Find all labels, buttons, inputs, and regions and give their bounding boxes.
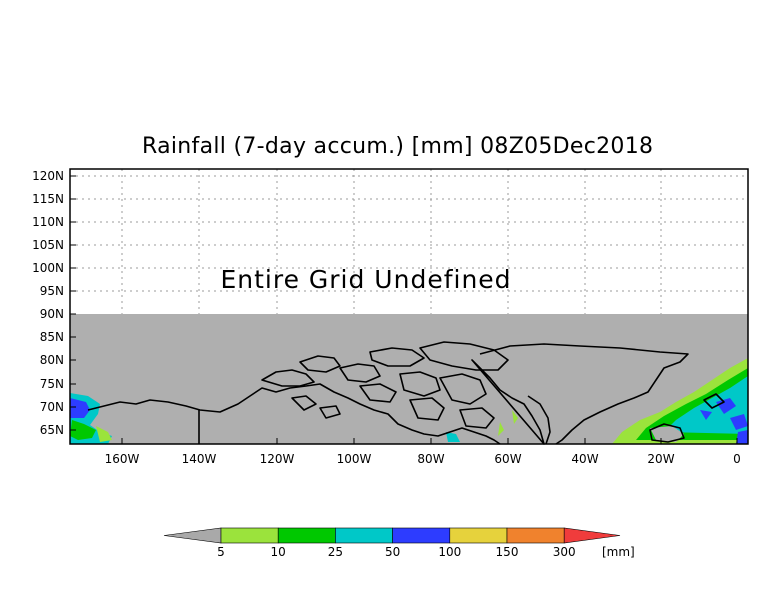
colorbar-label: 150 xyxy=(496,545,519,559)
lat-label: 75N xyxy=(40,377,64,391)
undefined-message: Entire Grid Undefined xyxy=(220,265,511,294)
lat-label: 95N xyxy=(40,284,64,298)
plot-frame xyxy=(69,168,749,445)
lat-label: 80N xyxy=(40,353,64,367)
lat-label: 110N xyxy=(32,215,64,229)
lon-label: 160W xyxy=(105,452,140,466)
rainfall-patches-west xyxy=(70,393,112,444)
rainfall-patches-small xyxy=(446,410,518,442)
lat-label: 105N xyxy=(32,238,64,252)
lat-label: 100N xyxy=(32,261,64,275)
colorbar: 5 10 25 50 100 150 300 [mm] xyxy=(163,527,635,559)
colorbar-segment xyxy=(449,527,508,544)
colorbar-high-triangle xyxy=(563,527,621,544)
lat-label: 115N xyxy=(32,192,64,206)
rainfall-patches-east xyxy=(612,358,748,444)
coastlines xyxy=(87,341,725,445)
grid-lines xyxy=(70,169,748,314)
colorbar-label: 5 xyxy=(217,545,225,559)
gray-data-region xyxy=(70,314,748,444)
lat-label: 70N xyxy=(40,400,64,414)
colorbar-segment xyxy=(506,527,565,544)
lon-label: 60W xyxy=(494,452,521,466)
colorbar-label: 10 xyxy=(271,545,286,559)
colorbar-label: 300 xyxy=(553,545,576,559)
lon-label: 0 xyxy=(733,452,741,466)
colorbar-segment xyxy=(392,527,451,544)
plot-area: Entire Grid Undefined xyxy=(69,168,749,445)
colorbar-low-triangle xyxy=(163,527,222,544)
lat-label: 65N xyxy=(40,423,64,437)
lon-label: 40W xyxy=(571,452,598,466)
colorbar-segment xyxy=(220,527,279,544)
lon-label: 100W xyxy=(337,452,372,466)
longitude-axis: 160W 140W 120W 100W 80W 60W 40W 20W 0 xyxy=(105,438,741,466)
lat-label: 85N xyxy=(40,330,64,344)
lat-label: 120N xyxy=(32,169,64,183)
colorbar-unit: [mm] xyxy=(602,545,635,559)
map-title: Rainfall (7-day accum.) [mm] 08Z05Dec201… xyxy=(142,134,654,159)
lon-label: 120W xyxy=(260,452,295,466)
lon-label: 140W xyxy=(182,452,217,466)
colorbar-label: 25 xyxy=(328,545,343,559)
latitude-axis: 120N 115N 110N 105N 100N 95N 90N 85N 80N 75N 70N 65… xyxy=(32,169,76,437)
lon-label: 20W xyxy=(647,452,674,466)
lat-label: 90N xyxy=(40,307,64,321)
colorbar-segment xyxy=(335,527,393,544)
lon-label: 80W xyxy=(417,452,444,466)
colorbar-segment xyxy=(277,527,336,544)
colorbar-label: 100 xyxy=(438,545,461,559)
colorbar-label: 50 xyxy=(385,545,400,559)
